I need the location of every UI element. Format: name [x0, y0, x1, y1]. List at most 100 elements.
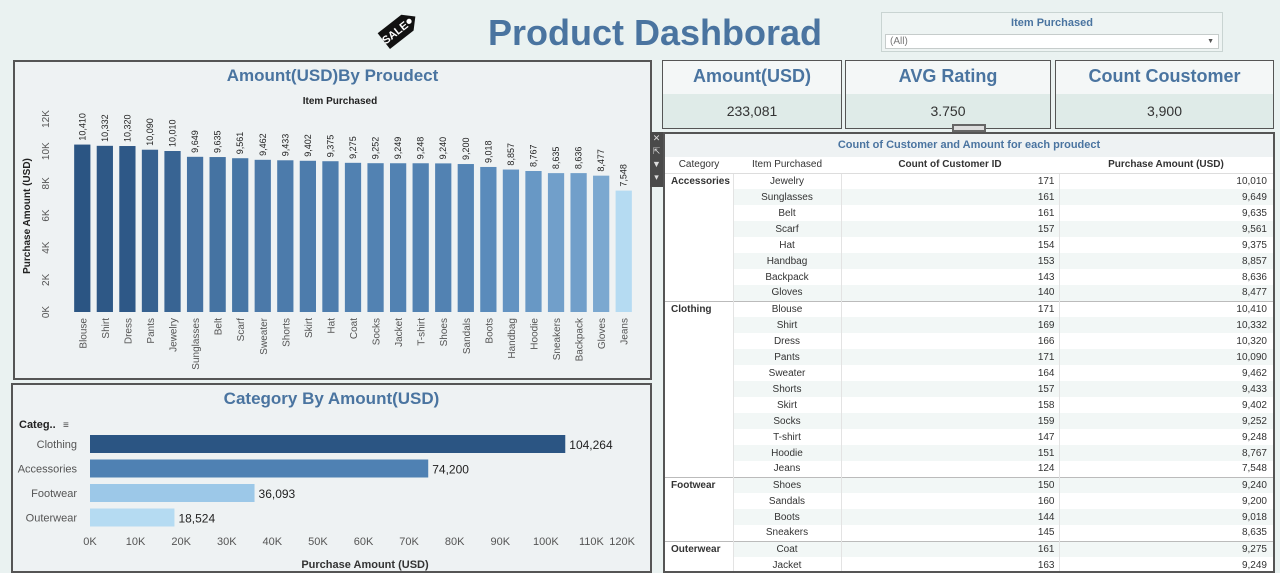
column-header-count[interactable]: Count of Customer ID [841, 157, 1059, 174]
x-tick-label: 80K [445, 536, 465, 548]
x-tick-label: 110K [579, 536, 605, 548]
table-row[interactable]: Backpack 143 8,636 [665, 269, 1273, 285]
kpi-amount-value: 233,081 [663, 94, 841, 128]
bar-value-label: 8,477 [596, 149, 606, 172]
count-cell: 143 [840, 269, 1059, 285]
amount-cell: 9,402 [1058, 397, 1273, 413]
x-tick-label: 90K [490, 536, 510, 548]
bar-value-label: 9,249 [393, 137, 403, 160]
x-tick-label: Shorts [281, 318, 292, 347]
x-tick-label: Jewelry [169, 318, 180, 352]
table-row[interactable]: Gloves 140 8,477 [665, 285, 1273, 301]
table-row[interactable]: Clothing Blouse 171 10,410 [665, 300, 1273, 477]
table-row[interactable]: Handbag 153 8,857 [665, 253, 1273, 269]
table-row[interactable]: Footwear Shoes 150 9,240 [665, 476, 1273, 541]
bar-sweater [254, 159, 271, 312]
x-tick-label: 100K [533, 536, 559, 548]
close-icon[interactable]: ✕ [652, 133, 661, 143]
x-tick-label: Blouse [78, 318, 89, 349]
item-cell: Pants [732, 349, 841, 365]
category-column-header: Categ.. [19, 419, 56, 431]
kpi-count-customer-value: 3,900 [1056, 94, 1273, 128]
bar-scarf [232, 158, 249, 312]
column-header-category[interactable]: Category [665, 157, 733, 174]
amount-cell: 9,561 [1058, 221, 1273, 237]
y-tick-label: 6K [41, 209, 52, 222]
bar-value-label: 9,018 [483, 140, 493, 163]
count-cell: 160 [840, 493, 1059, 509]
bar-value-label: 8,636 [574, 147, 584, 170]
table-row[interactable]: Accessories Jewelry 171 10,010 [665, 173, 1273, 301]
x-tick-label: Shirt [101, 318, 112, 339]
table-row[interactable]: Shirt 169 10,332 [665, 317, 1273, 333]
bar-value-label: 9,252 [371, 137, 381, 160]
table-row[interactable]: Shorts 157 9,433 [665, 381, 1273, 397]
table-row[interactable]: Hat 154 9,375 [665, 237, 1273, 253]
x-tick-label: Skirt [304, 318, 315, 338]
column-header-amount[interactable]: Purchase Amount (USD) [1059, 157, 1273, 174]
bar-value-label: 10,410 [77, 113, 87, 141]
x-tick-label: 50K [308, 536, 328, 548]
count-cell: 144 [840, 509, 1059, 525]
table-row[interactable]: Sunglasses 161 9,649 [665, 189, 1273, 205]
count-cell: 158 [840, 397, 1059, 413]
item-cell: Dress [732, 333, 841, 349]
amount-cell: 9,248 [1058, 429, 1273, 445]
product-chart-title: Amount(USD)By Proudect [226, 66, 439, 85]
table-row[interactable]: Socks 159 9,252 [665, 413, 1273, 429]
table-header-row: Category Item Purchased Count of Custome… [665, 157, 1273, 174]
column-header-item[interactable]: Item Purchased [733, 157, 841, 174]
amount-cell: 10,410 [1058, 300, 1273, 317]
more-icon[interactable]: ▾ [654, 172, 659, 182]
bar-value-label: 9,248 [416, 137, 426, 160]
filter-icon[interactable]: ▼ [652, 159, 661, 169]
expand-icon[interactable]: ⇱ [652, 146, 661, 156]
table-row[interactable]: Pants 171 10,090 [665, 349, 1273, 365]
table-row[interactable]: Hoodie 151 8,767 [665, 445, 1273, 461]
table-row[interactable]: Belt 161 9,635 [665, 205, 1273, 221]
bar-belt [209, 157, 226, 312]
bar-value-label: 8,767 [528, 144, 538, 167]
item-cell: Sweater [732, 365, 841, 381]
table-row[interactable]: Boots 144 9,018 [665, 509, 1273, 525]
item-cell: Backpack [732, 269, 841, 285]
count-cell: 159 [840, 413, 1059, 429]
table-row[interactable]: Outerwear Coat 161 9,275 [665, 540, 1273, 571]
bar-skirt [299, 160, 317, 312]
amount-cell: 9,375 [1058, 237, 1273, 253]
count-cell: 147 [840, 429, 1059, 445]
table-row[interactable]: Sneakers 145 8,635 [665, 525, 1273, 541]
x-tick-label: Handbag [507, 318, 518, 359]
bar-value-label: 10,090 [145, 118, 155, 146]
item-cell: Shirt [732, 317, 841, 333]
drag-handle[interactable] [952, 124, 986, 132]
item-purchased-select[interactable]: (All) ▼ [885, 34, 1219, 49]
table-row[interactable]: Skirt 158 9,402 [665, 397, 1273, 413]
chevron-down-icon[interactable]: ▼ [1207, 38, 1214, 45]
table-row[interactable]: Sweater 164 9,462 [665, 365, 1273, 381]
sale-tag-logo: SALE [377, 14, 416, 49]
table-row[interactable]: T-shirt 147 9,248 [665, 429, 1273, 445]
item-cell: Hat [732, 237, 841, 253]
count-cell: 161 [840, 189, 1059, 205]
table-row[interactable]: Dress 166 10,320 [665, 333, 1273, 349]
bar-value-label: 10,320 [122, 114, 132, 142]
bar-value-label: 18,524 [178, 512, 215, 526]
y-tick-label: 10K [41, 142, 52, 160]
table-row[interactable]: Jacket 163 9,249 [665, 557, 1273, 571]
count-cell: 171 [840, 300, 1059, 317]
table-row[interactable]: Sandals 160 9,200 [665, 493, 1273, 509]
table-row[interactable]: Jeans 124 7,548 [665, 461, 1273, 477]
category-cell: Footwear [665, 476, 733, 541]
bar-value-label: 9,561 [235, 132, 245, 155]
amount-cell: 9,649 [1058, 189, 1273, 205]
x-tick-label: Coat [349, 318, 360, 339]
item-cell: Scarf [732, 221, 841, 237]
bar-hat [322, 161, 339, 312]
x-tick-label: 30K [217, 536, 237, 548]
bar-boots [480, 166, 497, 312]
category-cell: Accessories [665, 173, 733, 301]
chart-subtitle: Item Purchased [303, 96, 377, 107]
item-cell: Shoes [732, 476, 841, 493]
table-row[interactable]: Scarf 157 9,561 [665, 221, 1273, 237]
